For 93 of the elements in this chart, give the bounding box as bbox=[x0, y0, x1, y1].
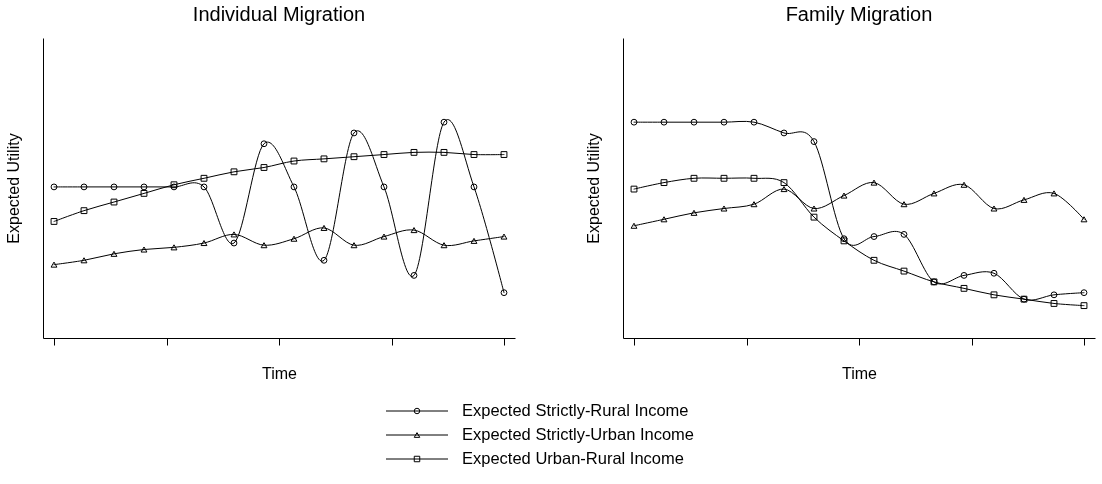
point bbox=[900, 230, 908, 238]
point bbox=[810, 205, 818, 212]
point bbox=[140, 189, 148, 197]
point bbox=[80, 207, 88, 215]
point bbox=[380, 233, 388, 240]
point bbox=[1020, 196, 1028, 203]
point bbox=[260, 140, 268, 148]
point bbox=[110, 183, 118, 191]
point bbox=[260, 164, 268, 171]
point bbox=[230, 231, 238, 238]
point bbox=[200, 240, 208, 247]
legend-label: Expected Urban-Rural Income bbox=[462, 449, 684, 467]
point bbox=[470, 151, 478, 158]
point bbox=[720, 174, 728, 182]
x-axis-title: Time bbox=[262, 365, 298, 382]
point bbox=[440, 242, 448, 249]
point bbox=[410, 148, 418, 156]
x-axis-title: Time bbox=[842, 365, 878, 382]
point bbox=[870, 256, 878, 264]
point bbox=[870, 179, 878, 186]
point bbox=[1050, 291, 1058, 299]
chart-title: Family Migration bbox=[785, 3, 933, 25]
point bbox=[380, 151, 388, 158]
y-axis-title: Expected Utility bbox=[584, 133, 602, 244]
point bbox=[960, 272, 968, 279]
point bbox=[660, 118, 668, 126]
point bbox=[350, 242, 358, 249]
point bbox=[320, 256, 328, 264]
point bbox=[380, 183, 388, 191]
point bbox=[500, 151, 508, 158]
point bbox=[230, 239, 238, 247]
point bbox=[350, 129, 358, 137]
point bbox=[960, 181, 968, 188]
point bbox=[810, 138, 818, 146]
point bbox=[750, 174, 758, 182]
point bbox=[690, 209, 698, 216]
point bbox=[630, 222, 638, 229]
point bbox=[780, 186, 788, 193]
point bbox=[1050, 300, 1058, 307]
legend-label: Expected Strictly-Rural Income bbox=[462, 401, 689, 419]
point bbox=[690, 174, 698, 182]
point bbox=[990, 269, 998, 277]
point bbox=[350, 153, 358, 161]
point bbox=[660, 216, 668, 223]
point bbox=[80, 257, 88, 264]
point bbox=[690, 118, 698, 126]
point bbox=[320, 224, 328, 231]
point bbox=[140, 183, 148, 191]
point bbox=[110, 198, 118, 206]
point bbox=[870, 233, 878, 240]
point bbox=[290, 235, 298, 242]
point bbox=[260, 242, 268, 249]
point bbox=[50, 261, 58, 268]
point bbox=[440, 148, 448, 156]
point bbox=[840, 192, 848, 199]
point bbox=[200, 174, 208, 182]
point bbox=[440, 118, 448, 126]
point bbox=[990, 205, 998, 212]
point bbox=[470, 183, 478, 191]
point bbox=[50, 218, 58, 225]
point bbox=[290, 183, 298, 191]
point bbox=[140, 246, 148, 253]
point bbox=[900, 201, 908, 208]
point bbox=[660, 179, 668, 187]
point bbox=[80, 183, 88, 191]
point bbox=[750, 118, 758, 126]
point bbox=[750, 201, 758, 208]
point bbox=[110, 250, 118, 257]
point bbox=[630, 185, 638, 193]
point bbox=[810, 213, 818, 221]
point bbox=[290, 157, 298, 165]
point bbox=[200, 183, 208, 191]
point bbox=[960, 284, 968, 292]
point bbox=[1080, 216, 1088, 223]
point bbox=[230, 168, 238, 176]
point bbox=[1080, 302, 1088, 310]
point bbox=[720, 118, 728, 126]
point bbox=[410, 227, 418, 234]
point bbox=[1050, 190, 1058, 197]
point bbox=[780, 129, 788, 137]
point bbox=[900, 267, 908, 275]
legend-label: Expected Strictly-Urban Income bbox=[462, 425, 695, 443]
point bbox=[780, 179, 788, 187]
point bbox=[170, 244, 178, 251]
point bbox=[720, 205, 728, 212]
point bbox=[320, 155, 328, 163]
point bbox=[930, 190, 938, 197]
point bbox=[410, 272, 418, 279]
point bbox=[470, 237, 478, 244]
point bbox=[500, 233, 508, 240]
chart-title: Individual Migration bbox=[192, 3, 366, 25]
y-axis-title: Expected Utility bbox=[4, 133, 22, 244]
point bbox=[990, 291, 998, 299]
